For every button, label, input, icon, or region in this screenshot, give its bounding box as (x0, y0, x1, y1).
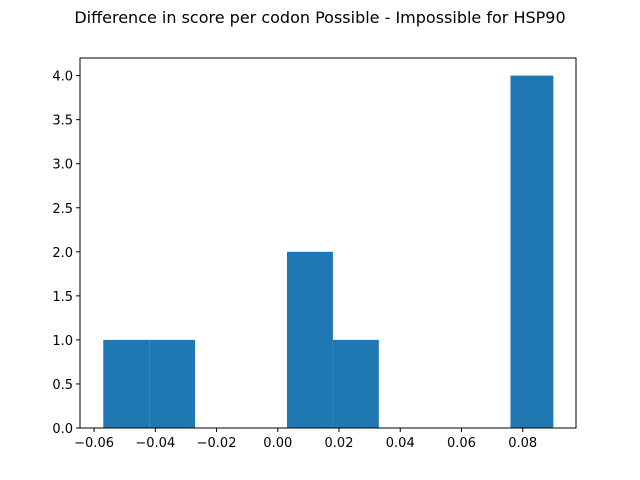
histogram-bar (103, 339, 150, 428)
y-tick-label: 3.0 (52, 158, 73, 173)
histogram-bar (332, 339, 379, 428)
x-tick-label: 0.08 (508, 436, 537, 451)
y-tick-label: 3.5 (52, 114, 73, 129)
y-tick-label: 2.5 (52, 202, 73, 217)
x-tick-label: 0.02 (325, 436, 354, 451)
y-tick-label: 0.0 (52, 422, 73, 437)
x-tick-label: 0.04 (386, 436, 415, 451)
x-tick-label: −0.02 (197, 436, 237, 451)
plot-frame (79, 57, 577, 429)
y-tick-label: 0.5 (52, 378, 73, 393)
x-tick-label: −0.06 (74, 436, 114, 451)
histogram-bar (286, 251, 333, 428)
y-tick-label: 2.0 (52, 246, 73, 261)
y-tick-label: 1.0 (52, 334, 73, 349)
y-tick-label: 1.5 (52, 290, 73, 305)
x-tick-label: 0.00 (263, 436, 292, 451)
histogram-bar (510, 75, 554, 428)
histogram-bar (149, 339, 196, 428)
bars-group (103, 75, 554, 428)
chart-title: Difference in score per codon Possible -… (74, 8, 565, 27)
x-tick-label: −0.04 (135, 436, 175, 451)
y-tick-label: 4.0 (52, 70, 73, 85)
x-axis: −0.06 −0.04 −0.02 0.00 0.02 0.04 0.06 0.08 (74, 428, 537, 451)
y-axis: 0.0 0.5 1.0 1.5 2.0 2.5 3.0 3.5 4.0 (52, 70, 80, 437)
x-tick-label: 0.06 (447, 436, 476, 451)
